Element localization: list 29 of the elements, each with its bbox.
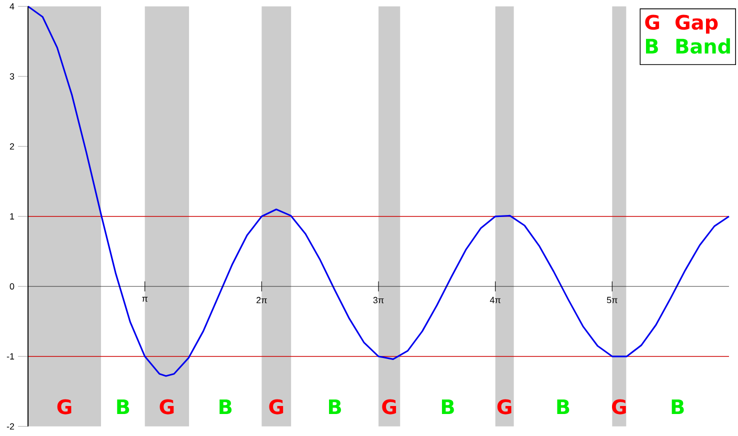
y-tick-label: -2 <box>6 423 14 430</box>
x-tick-label: 2π <box>256 296 267 304</box>
y-tick-label: 2 <box>10 143 14 150</box>
band-label: G <box>57 399 72 414</box>
annotation: Band <box>676 38 730 54</box>
x-tick-label: 4π <box>490 296 501 303</box>
y-tick-label: 4 <box>10 3 14 10</box>
y-tick-label: -1 <box>6 353 14 360</box>
band-label: G <box>612 399 626 414</box>
y-tick-label: 3 <box>10 73 14 80</box>
x-tick-label: 3π <box>373 296 384 304</box>
annotation: Gap <box>676 14 718 34</box>
x-tick-label: 5π <box>606 296 618 303</box>
annotation: B <box>117 399 130 414</box>
line-series <box>27 5 730 377</box>
band-label: G <box>269 399 284 414</box>
band-label: G <box>382 399 396 414</box>
annotation: B <box>442 399 454 414</box>
band-label: G <box>497 399 512 414</box>
band-label: G <box>160 399 174 414</box>
x-tick-label: π <box>142 296 148 302</box>
annotation: B <box>329 399 341 414</box>
y-tick-label: 0 <box>10 283 14 290</box>
y-tick-label: 1 <box>10 213 14 220</box>
annotation: B <box>646 38 658 54</box>
annotation: B <box>220 399 232 414</box>
annotation: G <box>645 14 660 30</box>
annotation: B <box>672 399 684 414</box>
annotation: B <box>557 399 570 414</box>
